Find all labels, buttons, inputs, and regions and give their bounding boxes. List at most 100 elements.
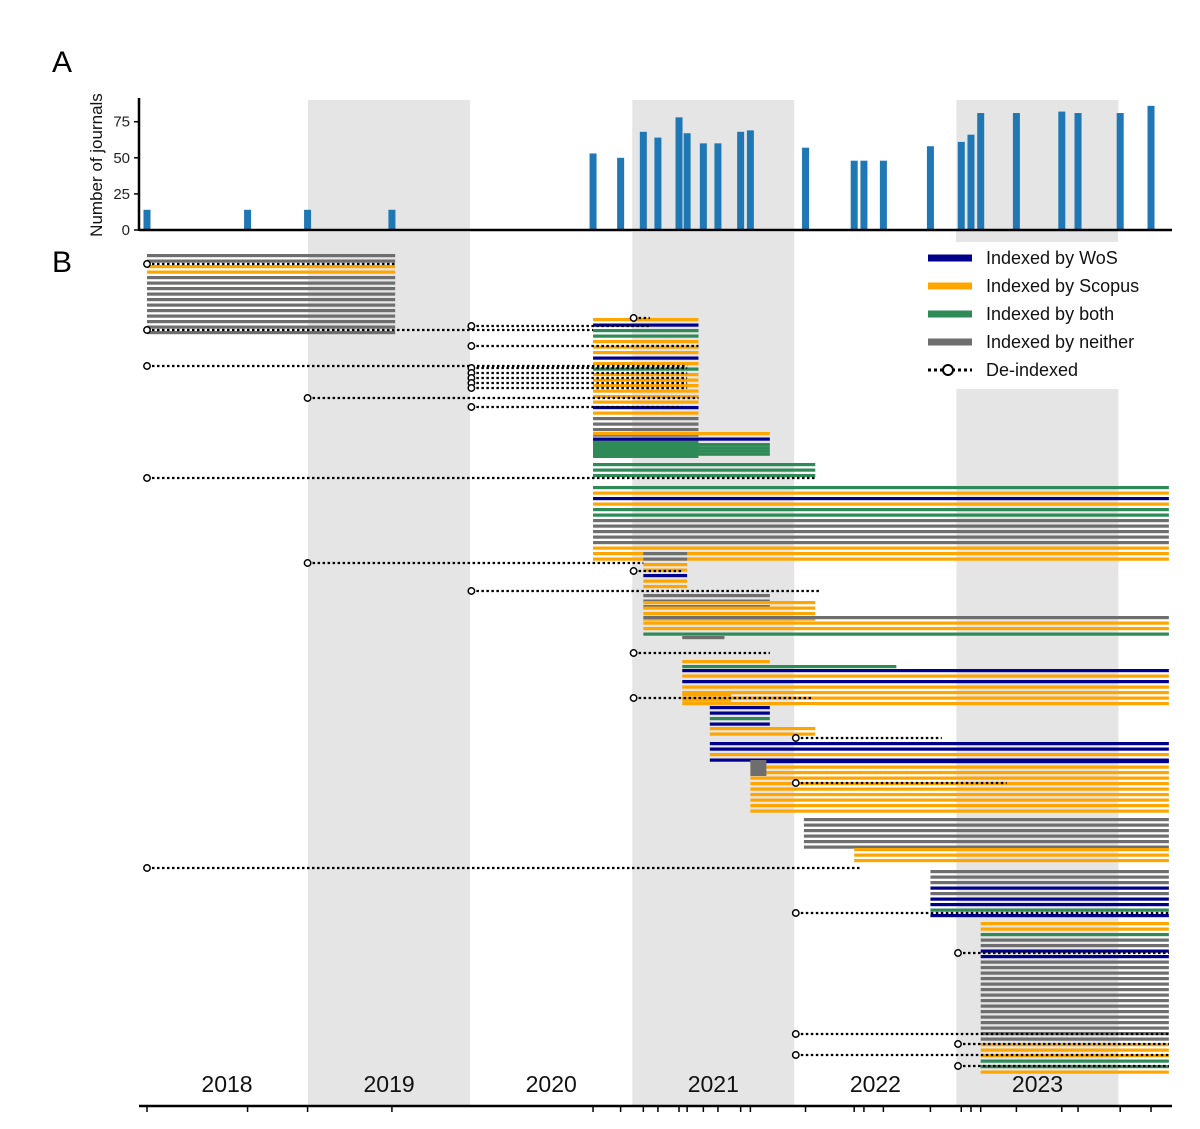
journal-line: [803, 829, 1169, 833]
journal-line: [643, 579, 688, 583]
journal-line: [854, 859, 1169, 863]
journal-line: [593, 524, 1169, 528]
shade-band-a-2019: [308, 100, 470, 230]
journal-line: [709, 717, 770, 721]
journal-line: [682, 693, 731, 697]
panel-a-year-shading: [308, 100, 1119, 242]
bar-16: [860, 160, 868, 230]
journal-line: [980, 960, 1169, 964]
bar-24: [1074, 113, 1082, 230]
year-label-2019: 2019: [364, 1071, 415, 1097]
year-label-2023: 2023: [1012, 1071, 1063, 1097]
journal-line: [593, 378, 699, 382]
year-label-2021: 2021: [688, 1071, 739, 1097]
journal-line: [643, 616, 1169, 620]
journal-line: [147, 303, 396, 307]
journal-line: [682, 669, 1169, 673]
journal-line: [930, 897, 1169, 901]
deindex-circle: [791, 1030, 800, 1038]
deindex-circle: [629, 567, 638, 575]
journal-line: [750, 776, 1169, 780]
journal-line: [593, 519, 1169, 523]
journal-line-stub: [750, 760, 767, 776]
journal-line: [593, 318, 699, 322]
journal-line: [750, 782, 1169, 786]
journal-line: [643, 594, 770, 598]
journal-line: [593, 395, 699, 399]
journal-line: [980, 1054, 1169, 1058]
journal-line: [980, 999, 1169, 1003]
y-axis: 0 25 50 75: [113, 98, 141, 239]
journal-line: [930, 903, 1169, 907]
journal-line: [930, 914, 1169, 918]
bar-2: [304, 209, 312, 230]
journal-line: [593, 557, 1169, 561]
journal-line: [593, 546, 1169, 550]
journal-line: [980, 971, 1169, 975]
journal-line: [147, 281, 396, 285]
journal-line: [147, 254, 396, 258]
journal-line: [750, 787, 1169, 791]
journal-line: [980, 949, 1169, 953]
bar-6: [639, 131, 647, 230]
year-labels: 2018 2019 2020 2021 2022 2023: [201, 1071, 1063, 1097]
journal-line: [682, 636, 725, 640]
journal-line: [643, 612, 816, 616]
journal-line: [593, 384, 699, 388]
journal-line: [682, 680, 1169, 684]
journal-line: [147, 309, 396, 313]
journal-line: [593, 340, 699, 344]
deindex-circle: [954, 1040, 962, 1048]
bar-0: [143, 209, 151, 230]
journal-line: [980, 988, 1169, 992]
journal-line: [643, 552, 688, 556]
journal-line: [593, 373, 699, 377]
journal-line: [593, 552, 1169, 556]
journal-line: [803, 818, 1169, 822]
legend-swatch-neither: [928, 338, 972, 346]
journal-line: [980, 922, 1169, 926]
journal-line: [593, 345, 699, 349]
journal-line: [593, 463, 816, 467]
deindex-circle: [303, 394, 312, 402]
journal-line: [593, 362, 699, 366]
journal-line: [593, 530, 1169, 534]
journal-line: [593, 406, 699, 410]
legend-label-both: Indexed by both: [986, 304, 1114, 324]
journal-line: [980, 993, 1169, 997]
deindex-circle: [791, 909, 800, 917]
y-tick-label-0: 0: [122, 222, 130, 239]
journal-line: [709, 711, 770, 715]
journal-line: [593, 486, 1169, 490]
journal-line: [930, 881, 1169, 885]
journal-line: [643, 574, 688, 578]
journal-line: [980, 1004, 1169, 1008]
bar-17: [879, 160, 887, 230]
legend-swatch-both: [928, 310, 972, 318]
journal-line: [593, 329, 699, 333]
journal-line: [980, 1010, 1169, 1014]
journal-line: [709, 747, 1169, 751]
journal-line: [980, 944, 1169, 948]
journal-line: [682, 660, 770, 664]
journal-line: [980, 1032, 1169, 1036]
bar-15: [850, 160, 858, 230]
legend-swatch-wos: [928, 254, 972, 262]
deindex-circle: [629, 694, 638, 702]
deindex-circle: [954, 1062, 962, 1070]
bar-26: [1147, 105, 1155, 230]
journal-line: [709, 722, 770, 726]
journal-line: [593, 389, 699, 393]
bar-11: [714, 143, 722, 230]
bar-18: [926, 146, 934, 230]
journal-line: [593, 535, 1169, 539]
journal-line: [147, 298, 396, 302]
deindex-circle: [143, 864, 151, 872]
bar-20: [967, 134, 975, 230]
journal-line: [709, 727, 816, 731]
journal-line: [980, 1059, 1169, 1063]
legend-circle: [942, 364, 954, 376]
bar-14: [802, 147, 810, 230]
journal-line: [593, 417, 699, 421]
